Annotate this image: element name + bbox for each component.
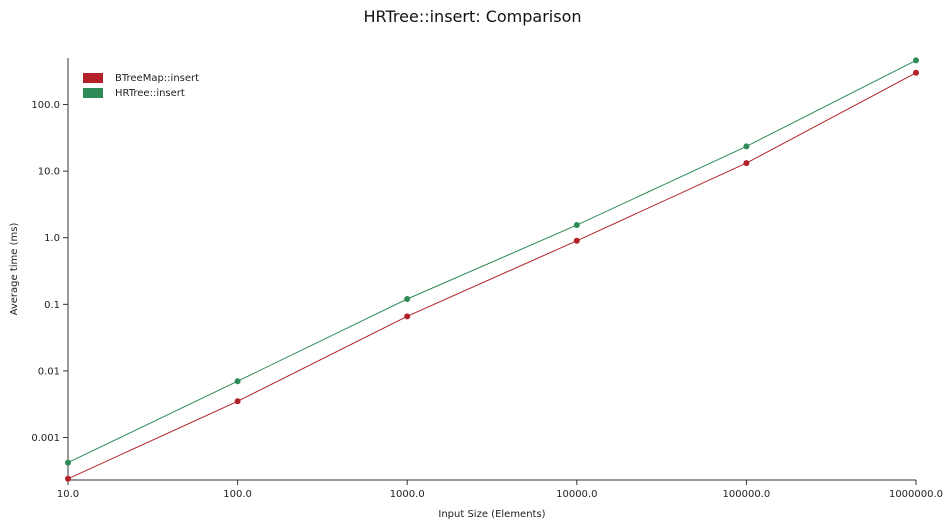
data-point [234,398,241,405]
series-0 [65,69,919,482]
y-axis-label: Average time (ms) [9,223,20,316]
data-point [404,313,411,320]
chart-title: HRTree::insert: Comparison [363,7,582,26]
data-point [65,475,71,482]
data-point [234,378,241,385]
x-axis-label: Input Size (Elements) [438,509,545,520]
data-point [913,57,919,64]
x-tick-label: 100.0 [223,489,252,500]
y-tick-label: 100.0 [31,100,60,111]
data-point [404,296,411,303]
data-point [743,143,750,150]
axes: 10.0 100.0 1000.0 10000.0 100000.0 1000000.0 0… [9,58,943,520]
legend-swatch [83,73,103,83]
legend-label: HRTree::insert [115,88,185,99]
legend-swatch [83,88,103,98]
series-1 [65,57,919,466]
data-point [913,69,919,76]
x-tick-label: 10.0 [57,489,79,500]
x-tick-label: 100000.0 [723,489,771,500]
data-point [743,160,750,167]
y-tick-label: 0.1 [44,300,60,311]
legend-label: BTreeMap::insert [115,73,199,84]
series-layer [65,57,919,482]
data-point [573,237,580,244]
y-tick-label: 0.001 [31,433,60,444]
x-tick-label: 1000.0 [390,489,425,500]
y-tick-label: 1.0 [44,233,60,244]
data-point [65,459,71,466]
series-line [67,59,917,464]
x-tick-label: 10000.0 [556,489,597,500]
y-tick-label: 0.01 [38,366,60,377]
data-point [573,222,580,229]
x-tick-label: 1000000.0 [889,489,943,500]
y-tick-label: 10.0 [38,167,60,178]
series-line [67,72,917,480]
